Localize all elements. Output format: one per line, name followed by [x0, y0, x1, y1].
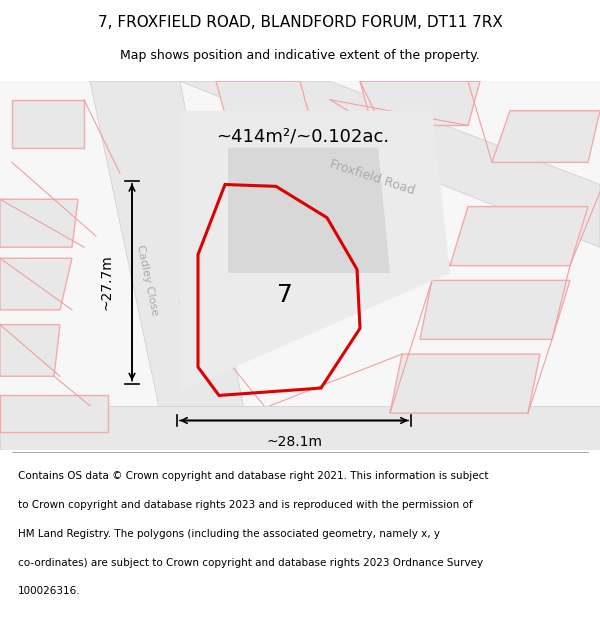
- Text: Froxfield Road: Froxfield Road: [328, 158, 416, 197]
- Text: Contains OS data © Crown copyright and database right 2021. This information is : Contains OS data © Crown copyright and d…: [18, 471, 488, 481]
- Text: 7, FROXFIELD ROAD, BLANDFORD FORUM, DT11 7RX: 7, FROXFIELD ROAD, BLANDFORD FORUM, DT11…: [98, 15, 502, 30]
- Polygon shape: [216, 81, 312, 126]
- Text: ~414m²/~0.102ac.: ~414m²/~0.102ac.: [216, 127, 389, 146]
- Text: ~28.1m: ~28.1m: [266, 435, 322, 449]
- Polygon shape: [360, 81, 480, 126]
- Polygon shape: [180, 81, 600, 247]
- Text: ~27.7m: ~27.7m: [100, 254, 114, 310]
- Polygon shape: [180, 111, 450, 391]
- Text: Map shows position and indicative extent of the property.: Map shows position and indicative extent…: [120, 49, 480, 62]
- Text: 7: 7: [277, 283, 293, 307]
- Polygon shape: [390, 354, 540, 413]
- Polygon shape: [450, 207, 588, 266]
- Polygon shape: [12, 99, 84, 148]
- Polygon shape: [90, 81, 252, 450]
- Text: co-ordinates) are subject to Crown copyright and database rights 2023 Ordnance S: co-ordinates) are subject to Crown copyr…: [18, 558, 483, 568]
- Polygon shape: [0, 324, 60, 376]
- Polygon shape: [228, 148, 390, 273]
- Polygon shape: [0, 258, 72, 310]
- Text: to Crown copyright and database rights 2023 and is reproduced with the permissio: to Crown copyright and database rights 2…: [18, 500, 473, 510]
- Polygon shape: [0, 81, 600, 450]
- Polygon shape: [0, 199, 78, 247]
- Text: Cadley Close: Cadley Close: [134, 244, 160, 317]
- Polygon shape: [420, 281, 570, 339]
- Text: 100026316.: 100026316.: [18, 586, 80, 596]
- Polygon shape: [492, 111, 600, 162]
- Polygon shape: [0, 406, 600, 450]
- Polygon shape: [0, 395, 108, 431]
- Text: HM Land Registry. The polygons (including the associated geometry, namely x, y: HM Land Registry. The polygons (includin…: [18, 529, 440, 539]
